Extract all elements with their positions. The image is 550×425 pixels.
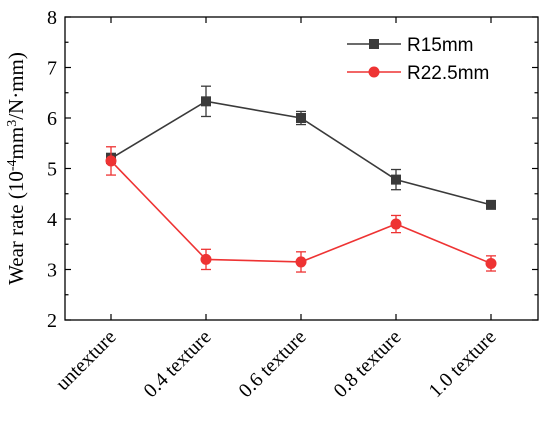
- data-point: [296, 113, 306, 123]
- legend: R15mm R22.5mm: [347, 35, 489, 84]
- data-point: [105, 155, 117, 167]
- x-tick-label: 0.4 texture: [139, 326, 215, 402]
- y-axis-label-exponent-2: 3: [5, 120, 20, 127]
- y-tick-label: 4: [47, 209, 57, 231]
- x-tick-label: 1.0 texture: [424, 326, 500, 402]
- y-axis-label-prefix: Wear rate (10: [4, 171, 28, 285]
- data-point: [201, 96, 211, 107]
- data-point: [486, 199, 496, 210]
- series-1: [106, 85, 496, 210]
- data-point: [391, 174, 401, 185]
- y-tick-label: 5: [47, 159, 57, 181]
- y-tick-label: 7: [47, 58, 57, 80]
- y-tick-label: 3: [47, 260, 57, 282]
- y-axis-label-mid: mm: [4, 127, 28, 160]
- legend-label: R22.5mm: [407, 63, 489, 84]
- x-tick-label: 0.8 texture: [329, 326, 405, 402]
- y-tick-label: 6: [47, 108, 57, 130]
- legend-marker: [368, 66, 380, 78]
- series-line: [110, 160, 492, 265]
- data-point: [200, 253, 212, 265]
- x-tick-label: untexture: [52, 326, 121, 395]
- data-point: [295, 256, 307, 268]
- data-point: [485, 257, 497, 269]
- plot-area: [105, 85, 497, 273]
- y-tick-label: 2: [47, 310, 57, 332]
- data-point: [390, 218, 402, 230]
- y-tick-label: 8: [47, 7, 57, 29]
- x-tick-label: 0.6 texture: [234, 326, 310, 402]
- y-axis-label-exponent-1: -4: [5, 159, 20, 171]
- y-axis-label-suffix: /N·mm): [4, 52, 28, 120]
- y-axis-label: Wear rate (10-4mm3/N·mm): [4, 52, 28, 285]
- series-2: [105, 146, 497, 273]
- legend-marker: [369, 39, 379, 49]
- legend-label: R15mm: [407, 35, 474, 56]
